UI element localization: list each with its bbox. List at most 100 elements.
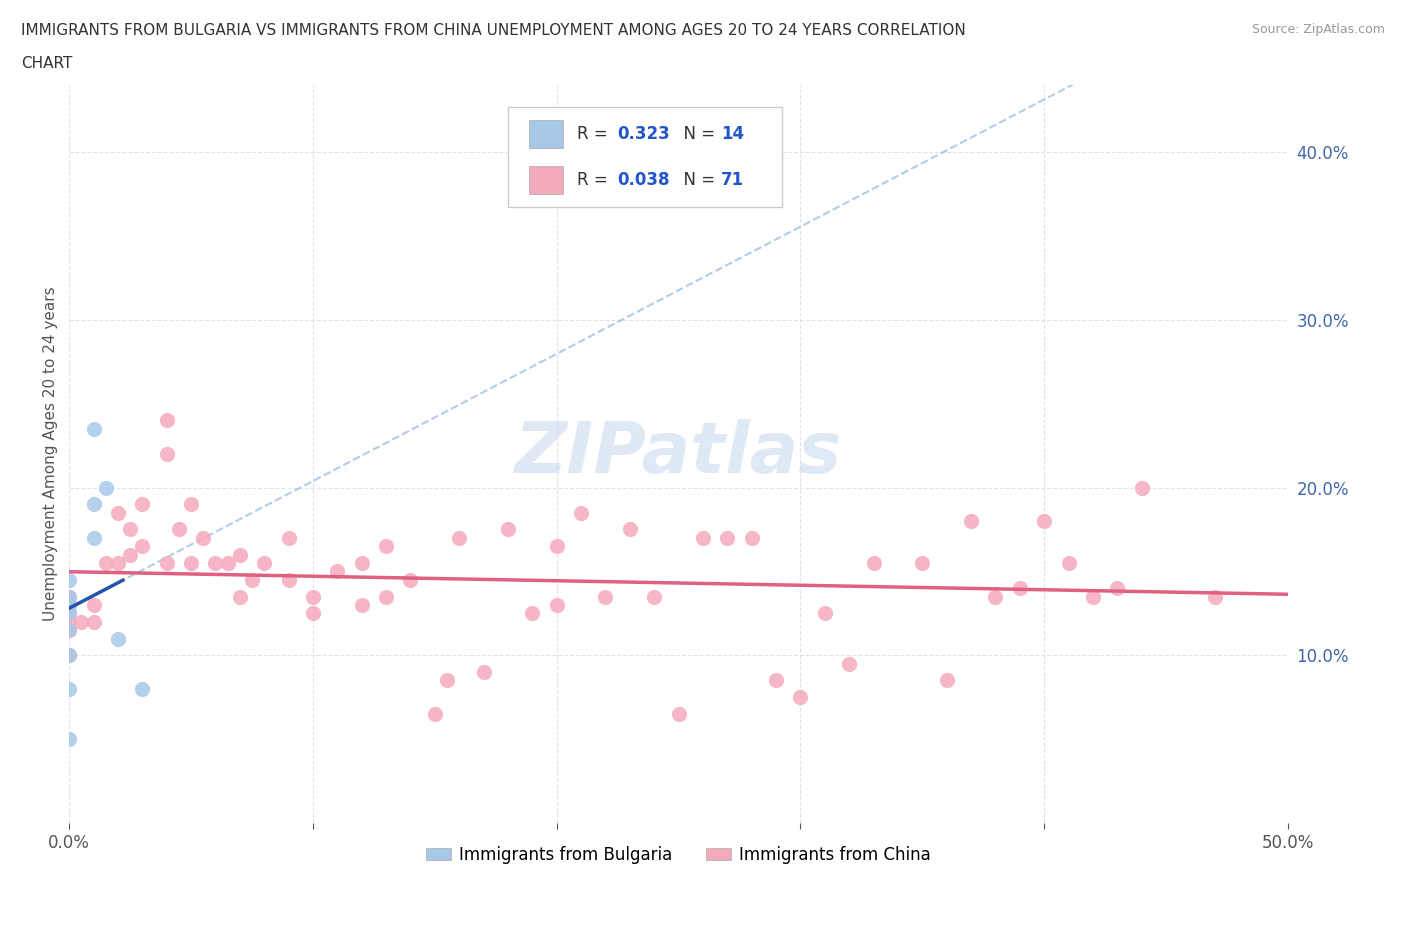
Point <box>277 572 299 587</box>
Text: N =: N = <box>672 171 720 189</box>
Text: CHART: CHART <box>21 56 73 71</box>
Text: N =: N = <box>672 125 720 142</box>
Point <box>375 538 398 553</box>
Point <box>619 522 641 537</box>
Point <box>58 598 80 613</box>
Point <box>83 615 105 630</box>
Point <box>423 707 446 722</box>
Point <box>862 555 884 570</box>
Point <box>193 530 215 545</box>
Point <box>131 682 153 697</box>
Point <box>765 673 787 688</box>
Text: IMMIGRANTS FROM BULGARIA VS IMMIGRANTS FROM CHINA UNEMPLOYMENT AMONG AGES 20 TO : IMMIGRANTS FROM BULGARIA VS IMMIGRANTS F… <box>21 23 966 38</box>
Point <box>302 589 325 604</box>
Point <box>58 615 80 630</box>
Point <box>399 572 422 587</box>
Point <box>131 538 153 553</box>
Text: 14: 14 <box>721 125 744 142</box>
Point <box>935 673 957 688</box>
Point <box>58 589 80 604</box>
Point <box>1130 480 1153 495</box>
Point <box>546 538 568 553</box>
Point <box>595 589 617 604</box>
Point <box>472 665 495 680</box>
Point <box>789 690 811 705</box>
Text: ZIPatlas: ZIPatlas <box>515 419 842 488</box>
Point <box>522 606 544 621</box>
Point <box>156 555 179 570</box>
Point <box>167 522 190 537</box>
Point <box>58 589 80 604</box>
Point <box>1107 580 1129 595</box>
Point <box>156 413 179 428</box>
FancyBboxPatch shape <box>529 166 562 193</box>
Point <box>217 555 239 570</box>
Point <box>277 530 299 545</box>
Point <box>58 648 80 663</box>
Y-axis label: Unemployment Among Ages 20 to 24 years: Unemployment Among Ages 20 to 24 years <box>44 286 58 621</box>
Point <box>546 598 568 613</box>
Point <box>107 555 129 570</box>
Point <box>107 631 129 646</box>
Point <box>1057 555 1080 570</box>
Point <box>94 555 117 570</box>
Text: Source: ZipAtlas.com: Source: ZipAtlas.com <box>1251 23 1385 36</box>
Point <box>814 606 837 621</box>
Point <box>436 673 458 688</box>
Point <box>70 615 93 630</box>
Point <box>692 530 714 545</box>
FancyBboxPatch shape <box>529 120 562 148</box>
Point <box>58 598 80 613</box>
Point <box>229 589 252 604</box>
Point <box>83 421 105 436</box>
Point <box>120 547 142 562</box>
Point <box>240 572 263 587</box>
Point <box>326 564 349 578</box>
Point <box>569 505 592 520</box>
Point <box>180 555 202 570</box>
Point <box>83 530 105 545</box>
Point <box>375 589 398 604</box>
Point <box>668 707 690 722</box>
Point <box>94 480 117 495</box>
Point <box>83 598 105 613</box>
Text: 0.323: 0.323 <box>617 125 671 142</box>
Point <box>229 547 252 562</box>
Point <box>960 513 983 528</box>
Point <box>350 555 373 570</box>
Point <box>496 522 519 537</box>
Point <box>1008 580 1031 595</box>
Text: R =: R = <box>578 171 613 189</box>
Point <box>58 732 80 747</box>
Text: 0.038: 0.038 <box>617 171 671 189</box>
Point <box>83 497 105 512</box>
Point <box>58 606 80 621</box>
Point <box>156 446 179 461</box>
Point <box>741 530 763 545</box>
Text: R =: R = <box>578 125 613 142</box>
Point <box>716 530 738 545</box>
Point <box>643 589 665 604</box>
Point <box>253 555 276 570</box>
Point <box>449 530 471 545</box>
Point <box>120 522 142 537</box>
Point <box>58 623 80 638</box>
Point <box>302 606 325 621</box>
Point <box>1033 513 1056 528</box>
Point <box>58 682 80 697</box>
Point <box>58 648 80 663</box>
Point <box>58 606 80 621</box>
Point <box>58 572 80 587</box>
FancyBboxPatch shape <box>508 107 782 206</box>
Point <box>131 497 153 512</box>
Point <box>1081 589 1104 604</box>
Point <box>204 555 226 570</box>
Point <box>984 589 1007 604</box>
Point <box>58 623 80 638</box>
Point <box>1204 589 1226 604</box>
Point <box>107 505 129 520</box>
Point <box>838 657 860 671</box>
Point <box>180 497 202 512</box>
Text: 71: 71 <box>721 171 744 189</box>
Legend: Immigrants from Bulgaria, Immigrants from China: Immigrants from Bulgaria, Immigrants fro… <box>419 839 938 870</box>
